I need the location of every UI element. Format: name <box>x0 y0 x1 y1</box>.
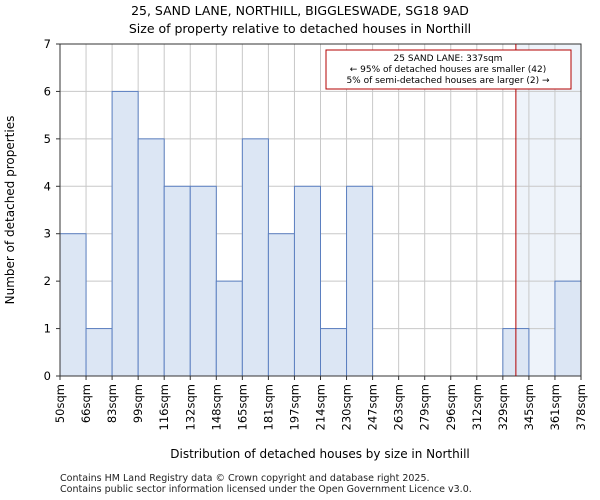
y-tick-label: 7 <box>44 37 51 51</box>
x-tick-label: 361sqm <box>548 384 562 430</box>
x-tick-label: 197sqm <box>287 384 301 430</box>
x-tick-label: 279sqm <box>418 384 432 430</box>
x-tick-label: 214sqm <box>314 384 328 430</box>
x-ticks: 50sqm 66sqm 83sqm 99sqm 116sqm 132sqm 148sqm 16… <box>53 376 588 430</box>
annotation-line2: ← 95% of detached houses are smaller (42… <box>350 65 547 75</box>
bar-361sqm <box>554 280 582 377</box>
footer-line2: Contains public sector information licen… <box>60 484 472 495</box>
footer-line1: Contains HM Land Registry data © Crown c… <box>60 473 430 484</box>
annotation-line3: 5% of semi-detached houses are larger (2… <box>346 76 550 86</box>
bar-99sqm <box>137 138 165 377</box>
x-tick-label: 66sqm <box>79 384 93 423</box>
x-axis-label: Distribution of detached houses by size … <box>170 447 469 461</box>
bar-214sqm <box>320 328 348 377</box>
bar-50sqm <box>59 233 87 377</box>
bar-132sqm <box>189 185 217 377</box>
x-tick-label: 230sqm <box>340 384 354 430</box>
x-tick-label: 312sqm <box>470 384 484 430</box>
x-tick-label: 345sqm <box>522 384 536 430</box>
chart-title-line1: 25, SAND LANE, NORTHILL, BIGGLESWADE, SG… <box>131 3 469 18</box>
bar-165sqm <box>241 138 269 377</box>
bar-83sqm <box>111 90 139 377</box>
bar-181sqm <box>267 233 295 377</box>
y-tick-label: 1 <box>44 322 51 336</box>
x-tick-label: 132sqm <box>183 384 197 430</box>
x-tick-label: 165sqm <box>235 384 249 430</box>
x-tick-label: 296sqm <box>444 384 458 430</box>
annotation-line1: 25 SAND LANE: 337sqm <box>394 54 503 64</box>
x-tick-label: 83sqm <box>105 384 119 423</box>
bar-66sqm <box>85 328 113 377</box>
plot-area-frame <box>59 43 582 377</box>
bar-230sqm <box>346 185 374 377</box>
x-tick-label: 329sqm <box>496 384 510 430</box>
x-tick-label: 148sqm <box>209 384 223 430</box>
y-tick-label: 5 <box>44 132 51 146</box>
y-tick-label: 6 <box>44 84 51 98</box>
x-tick-label: 50sqm <box>53 384 67 423</box>
bar-148sqm <box>215 280 243 377</box>
bar-116sqm <box>163 185 191 377</box>
x-tick-label: 116sqm <box>157 384 171 430</box>
bar-197sqm <box>293 185 322 377</box>
y-tick-label: 4 <box>44 179 51 193</box>
annotation-box <box>325 49 572 90</box>
x-tick-label: 378sqm <box>574 384 588 430</box>
chart-title-line2: Size of property relative to detached ho… <box>129 21 471 36</box>
x-tick-label: 181sqm <box>261 384 275 430</box>
bars <box>59 90 582 377</box>
y-axis-label: Number of detached properties <box>3 116 17 305</box>
y-tick-label: 2 <box>44 274 51 288</box>
y-tick-label: 0 <box>44 369 51 383</box>
x-tick-label: 263sqm <box>392 384 406 430</box>
y-tick-label: 3 <box>44 227 51 241</box>
x-tick-label: 99sqm <box>131 384 145 423</box>
x-tick-label: 247sqm <box>366 384 380 430</box>
y-ticks: 0 1 2 3 4 5 6 7 <box>44 37 60 383</box>
